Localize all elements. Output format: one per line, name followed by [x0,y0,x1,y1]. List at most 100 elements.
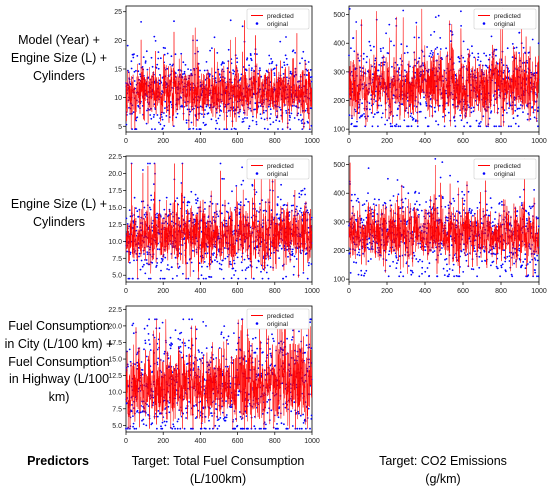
data-point-original [219,114,221,117]
data-point-original [213,36,216,39]
data-point-original [421,260,424,263]
x-tick-label: 600 [232,288,244,295]
data-point-original [246,117,249,119]
data-point-original [136,55,139,57]
data-point-original [216,213,218,216]
data-point-original [421,266,424,269]
data-point-original [377,125,379,128]
data-point-original [374,90,377,93]
data-point-original [239,415,242,418]
data-point-original [448,273,450,276]
data-point-original [197,50,199,53]
data-point-original [398,275,401,278]
x-tick-label: 400 [419,288,431,295]
data-point-original [427,125,430,128]
y-tick-label: 400 [333,191,345,198]
data-point-original [309,321,311,324]
data-point-original [422,70,425,73]
data-point-original [213,252,215,255]
data-point-original [439,176,442,179]
data-point-original [152,116,155,118]
data-point-original [172,425,175,428]
data-point-original [450,244,453,247]
data-point-original [292,329,294,332]
data-point-original [190,69,192,71]
data-point-original [480,222,483,224]
legend-original-label: original [494,21,516,28]
data-point-original [292,49,295,52]
data-point-original [190,190,193,193]
data-point-original [308,128,311,130]
data-point-original [533,116,536,119]
data-point-original [254,336,257,339]
data-point-original [257,72,259,75]
data-point-original [293,117,296,119]
data-point-original [270,62,273,65]
data-point-original [284,54,287,57]
data-point-original [235,418,237,420]
data-point-original [350,47,352,50]
data-point-original [126,223,129,225]
data-point-original [246,57,249,60]
data-point-original [216,427,219,430]
data-point-original [424,270,427,273]
data-point-original [193,218,196,221]
data-point-original [260,270,262,273]
data-point-original [245,415,248,417]
data-point-original [189,128,191,130]
data-point-original [133,80,136,82]
data-point-original [472,214,474,217]
data-point-original [131,324,134,327]
data-point-original [440,242,443,245]
legend-predicted-label: predicted [494,163,521,170]
data-point-original [155,264,158,267]
y-tick-label: 100 [333,277,345,284]
data-point-original [410,112,413,115]
data-point-original [368,40,371,43]
data-point-original [202,121,205,124]
data-point-original [406,51,409,54]
data-point-original [446,270,449,272]
data-point-original [220,333,223,335]
data-point-original [361,221,364,224]
data-point-original [204,208,206,210]
data-point-original [256,53,258,55]
data-point-original [245,267,248,269]
data-point-original [250,59,253,62]
data-point-original [447,216,449,219]
data-point-original [181,104,183,107]
data-point-original [149,162,151,165]
data-point-original [135,353,138,356]
data-point-original [221,405,223,408]
data-point-original [310,80,313,83]
data-point-original [219,267,221,270]
data-point-original [259,67,261,69]
data-point-original [157,357,160,360]
data-point-original [129,215,132,218]
data-point-original [196,199,199,202]
data-point-original [510,273,513,276]
data-point-original [149,208,152,211]
data-point-original [133,53,135,55]
data-point-original [185,210,188,212]
data-point-original [436,206,439,209]
data-point-original [278,244,281,247]
data-point-original [464,60,466,63]
data-point-original [526,118,529,121]
data-point-original [143,410,146,413]
data-point-original [407,125,410,128]
data-point-original [145,259,148,261]
data-point-original [151,261,154,264]
data-point-original [460,10,462,13]
data-point-original [348,114,351,117]
data-point-original [225,400,227,402]
data-point-original [262,111,265,114]
data-point-original [508,70,511,72]
data-point-original [466,121,469,124]
data-point-original [211,346,213,349]
x-tick-label: 800 [495,288,507,295]
data-point-original [402,201,404,204]
data-point-original [441,161,444,163]
data-point-original [157,338,160,341]
data-point-original [146,109,148,112]
